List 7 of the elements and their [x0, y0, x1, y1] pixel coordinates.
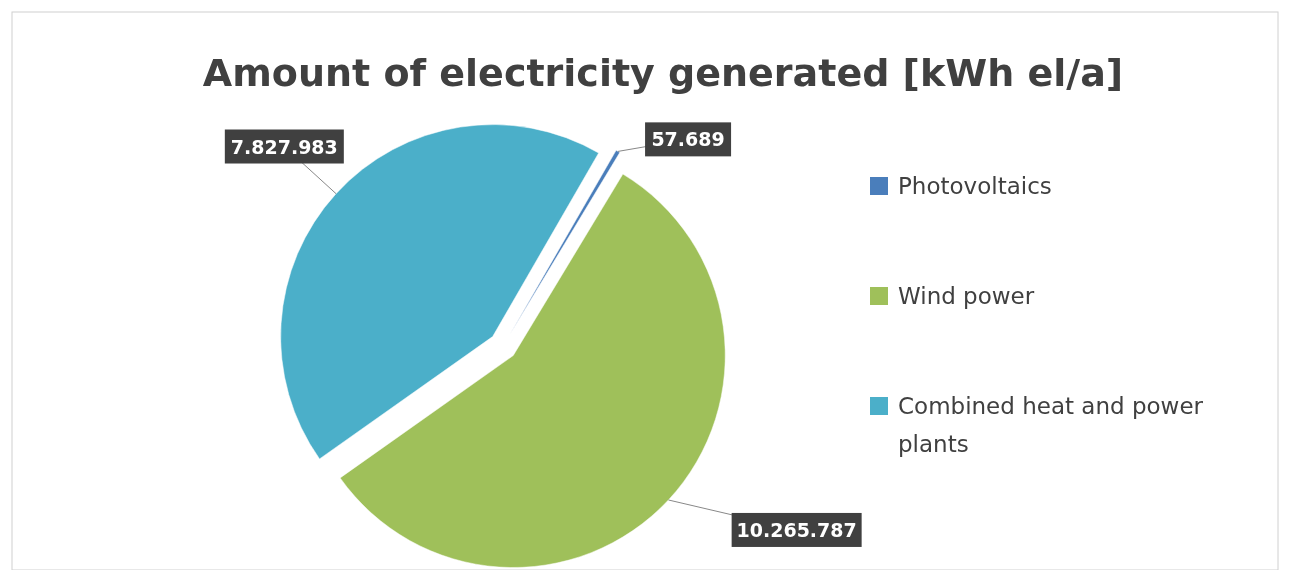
legend-label: Photovoltaics — [898, 173, 1052, 199]
data-label: 7.827.983 — [230, 135, 338, 158]
legend-label: Wind power — [898, 283, 1035, 309]
data-label: 10.265.787 — [736, 518, 857, 541]
legend-label: Combined heat and power plants — [898, 393, 1204, 457]
data-label: 57.689 — [651, 128, 725, 151]
chart-title: Amount of electricity generated [kWh el/a] — [202, 51, 1124, 95]
